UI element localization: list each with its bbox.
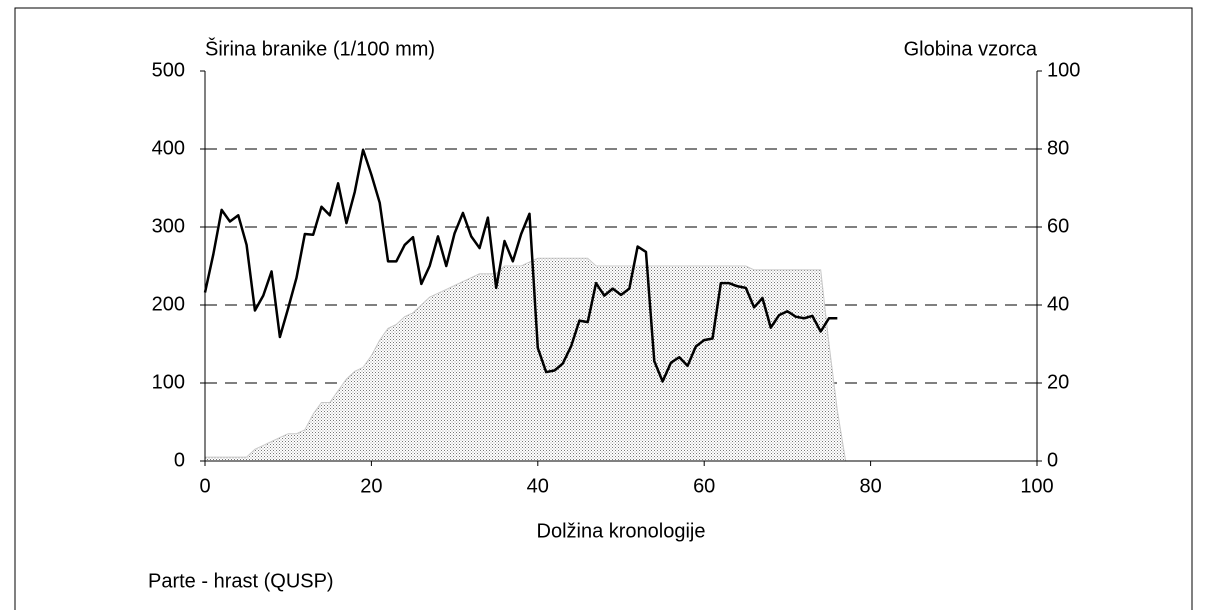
x-tick-label: 80 <box>859 475 881 497</box>
depth-area <box>204 257 847 462</box>
x-tick-label: 100 <box>1020 475 1053 497</box>
x-tick-label: 0 <box>199 475 210 497</box>
y2-tick-label: 40 <box>1047 293 1069 315</box>
x-tick-label: 20 <box>360 475 382 497</box>
y2-tick-label: 80 <box>1047 137 1069 159</box>
y2-tick-label: 60 <box>1047 215 1069 237</box>
x-axis-label: Dolžina kronologije <box>537 520 706 542</box>
y2-tick-label: 20 <box>1047 371 1069 393</box>
y-tick-label: 0 <box>174 449 185 471</box>
y-tick-label: 100 <box>152 371 185 393</box>
y-axis-label: Širina branike (1/100 mm) <box>205 37 435 60</box>
x-tick-label: 60 <box>693 475 715 497</box>
x-tick-label: 40 <box>527 475 549 497</box>
y-tick-label: 400 <box>152 137 185 159</box>
y2-tick-label: 0 <box>1047 449 1058 471</box>
footnote: Parte - hrast (QUSP) <box>148 570 334 592</box>
y2-tick-label: 100 <box>1047 59 1080 81</box>
y-tick-label: 300 <box>152 215 185 237</box>
y-tick-label: 200 <box>152 293 185 315</box>
y2-axis-label: Globina vzorca <box>904 38 1038 60</box>
y-tick-label: 500 <box>152 59 185 81</box>
width-line <box>203 148 838 383</box>
frame <box>14 7 1193 610</box>
